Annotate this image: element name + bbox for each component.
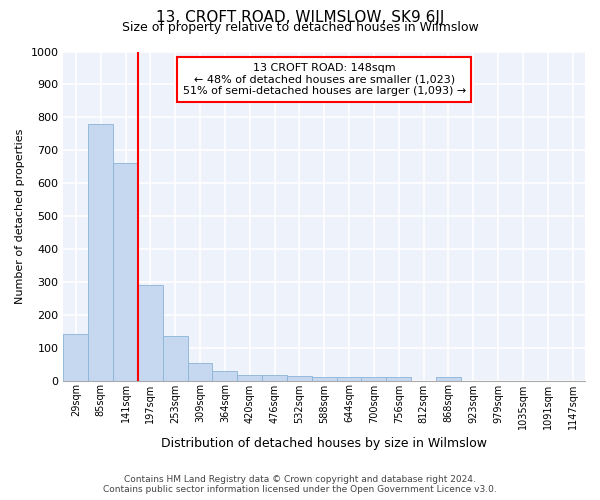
Bar (64, 334, 88, 380)
Bar (312, 377, 337, 380)
Text: Contains HM Land Registry data © Crown copyright and database right 2024.
Contai: Contains HM Land Registry data © Crown c… (103, 474, 497, 494)
Bar (361, 377, 386, 380)
Bar (262, 374, 287, 380)
Bar (88, 124, 113, 380)
Bar (138, 285, 163, 380)
Bar (386, 377, 411, 380)
Bar (436, 377, 461, 380)
Bar (163, 336, 188, 380)
Y-axis label: Number of detached properties: Number of detached properties (15, 128, 25, 304)
Text: 13, CROFT ROAD, WILMSLOW, SK9 6JJ: 13, CROFT ROAD, WILMSLOW, SK9 6JJ (156, 10, 444, 25)
Bar (212, 372, 237, 380)
Bar (287, 376, 312, 380)
Text: 13 CROFT ROAD: 148sqm
← 48% of detached houses are smaller (1,023)
51% of semi-d: 13 CROFT ROAD: 148sqm ← 48% of detached … (182, 63, 466, 96)
Bar (337, 377, 361, 380)
Text: Size of property relative to detached houses in Wilmslow: Size of property relative to detached ho… (122, 21, 478, 34)
X-axis label: Distribution of detached houses by size in Wilmslow: Distribution of detached houses by size … (161, 437, 487, 450)
Bar (113, 164, 138, 380)
Bar (188, 364, 212, 380)
Bar (237, 374, 262, 380)
